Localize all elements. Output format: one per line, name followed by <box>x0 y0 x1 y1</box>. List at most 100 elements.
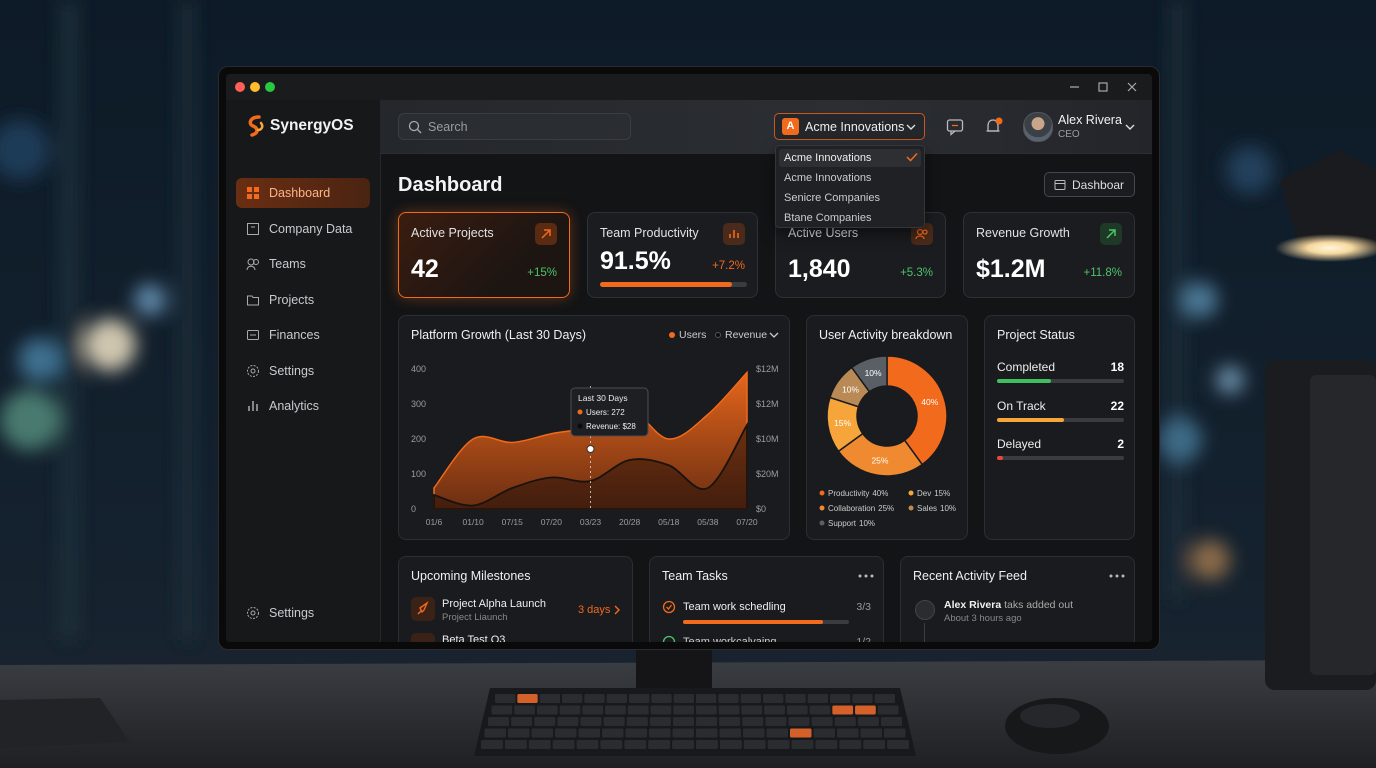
milestone-due: 3 days <box>578 604 611 616</box>
more-menu[interactable] <box>858 574 874 578</box>
key <box>855 705 876 715</box>
legend-dot <box>819 490 825 496</box>
key <box>767 740 790 749</box>
y-tick-label: 400 <box>411 364 426 374</box>
menu-item[interactable]: Senicre Companies <box>784 192 880 204</box>
menu-item[interactable]: Acme Innovations <box>784 172 872 184</box>
close-dot[interactable] <box>235 82 245 92</box>
messages-icon[interactable] <box>946 118 964 136</box>
key <box>600 740 623 749</box>
legend-label: Users <box>679 329 707 341</box>
lamp-shade <box>1280 150 1376 250</box>
key <box>495 694 516 703</box>
legend-value: 15% <box>934 489 950 498</box>
nav-item[interactable]: Settings <box>236 356 370 386</box>
key <box>552 740 575 749</box>
key <box>718 694 739 703</box>
legend-chevron[interactable] <box>769 331 779 339</box>
legend-name: Sales <box>917 504 937 513</box>
search-icon <box>408 120 422 134</box>
legend-entry: Support 10% <box>828 519 875 528</box>
search-box[interactable]: Search <box>398 113 631 140</box>
kpi-icon <box>1100 223 1122 245</box>
x-tick-label: 01/6 <box>426 517 443 527</box>
key <box>517 694 538 703</box>
bokeh-lights <box>0 0 1274 640</box>
hover-point <box>586 445 595 453</box>
key <box>785 694 806 703</box>
timeline-line <box>924 623 925 642</box>
nav-item[interactable]: Company Data <box>236 214 370 244</box>
nav-icon <box>248 401 258 411</box>
key <box>649 728 671 738</box>
tooltip-dot <box>577 423 583 429</box>
kpi-change: +15% <box>527 267 557 279</box>
slice-label: 40% <box>921 397 938 407</box>
lamp-light <box>1275 234 1376 262</box>
y2-tick-label: $0 <box>756 504 766 514</box>
kpi-value: 91.5% <box>600 247 671 275</box>
key <box>766 728 788 738</box>
check-icon <box>906 152 918 162</box>
notifications-icon[interactable] <box>984 117 1004 137</box>
key <box>584 694 605 703</box>
key <box>673 705 694 715</box>
key <box>860 728 882 738</box>
nav-item[interactable]: Finances <box>236 320 370 350</box>
key <box>880 717 902 726</box>
milestone-chevron[interactable] <box>613 605 621 615</box>
key <box>539 694 560 703</box>
key <box>491 705 513 715</box>
org-switcher[interactable]: A Acme Innovations <box>774 113 925 140</box>
task-check[interactable] <box>662 600 676 614</box>
nav-item-active[interactable]: Dashboard <box>236 178 370 208</box>
tooltip-dot <box>577 409 583 415</box>
kpi-icon <box>723 223 745 245</box>
nav-label: Analytics <box>269 399 320 413</box>
title-bar <box>226 74 1152 100</box>
kpi-icon <box>911 223 933 245</box>
more-menu[interactable] <box>1109 574 1125 578</box>
nav-item[interactable]: Analytics <box>236 391 370 421</box>
zoom-dot[interactable] <box>265 82 275 92</box>
key <box>763 694 784 703</box>
kpi-card[interactable]: Team Productivity 91.5% +7.2% <box>587 212 758 298</box>
growth-chart: 0 100 200 300 400 $0 $20M $10M $12M $12M 01/6 01/10… <box>411 364 779 527</box>
user-chevron[interactable] <box>1125 123 1135 131</box>
kpi-card[interactable]: Revenue Growth $1.2M +11.8% <box>963 212 1135 298</box>
activity-time: About 3 hours ago <box>944 613 1022 624</box>
key <box>696 740 718 749</box>
activity-action: taks added out <box>1004 599 1074 611</box>
growth-panel: Platform Growth (Last 30 Days) Users Rev… <box>398 315 790 540</box>
milestone-name[interactable]: Beta Test Q3 <box>442 634 506 642</box>
nav-item[interactable]: Projects <box>236 285 370 315</box>
user-role: CEO <box>1058 129 1080 140</box>
kpi-card[interactable]: Active Projects 42 +15% <box>398 212 570 298</box>
user-avatar[interactable] <box>1023 112 1053 142</box>
minimize-dot[interactable] <box>250 82 260 92</box>
pc-mesh <box>1310 375 1376 675</box>
menu-item-selected[interactable] <box>779 149 921 167</box>
milestones-panel: Upcoming Milestones Project Alpha Launch… <box>398 556 633 642</box>
nav-item[interactable]: Teams <box>236 249 370 279</box>
nav-item[interactable]: Settings <box>236 598 370 628</box>
legend-value: 10% <box>940 504 956 513</box>
key <box>605 705 626 715</box>
panel-title: Recent Activity Feed <box>913 569 1027 583</box>
key <box>743 728 765 738</box>
org-initial: A <box>782 118 799 135</box>
menu-item[interactable]: Btane Companies <box>784 212 872 224</box>
window-controls[interactable] <box>1066 80 1146 94</box>
menu-item[interactable]: Acme Innovations <box>784 152 872 164</box>
dashboard-button[interactable]: Dashboar <box>1044 172 1135 197</box>
legend-entry: Collaboration 25% <box>828 504 894 513</box>
task-track <box>683 620 849 624</box>
status-track <box>997 456 1124 460</box>
status-bar <box>997 379 1052 383</box>
tasks-panel: Team Tasks Team work schedling 3/3 Team … <box>649 556 884 642</box>
key <box>696 705 717 715</box>
status-count: 18 <box>1110 360 1124 374</box>
task-check[interactable] <box>662 635 676 642</box>
nav-label: Teams <box>269 257 306 271</box>
milestone-name[interactable]: Project Alpha Launch <box>442 598 546 610</box>
